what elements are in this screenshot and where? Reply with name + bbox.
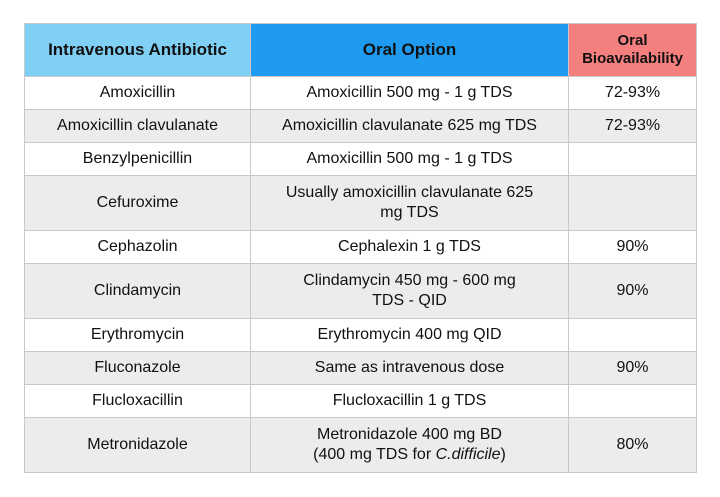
iv-antibiotic-cell: Amoxicillin (24, 76, 251, 110)
antibiotic-table-container: Intravenous Antibiotic Oral Option Oral … (24, 23, 697, 473)
oral-option-line2-suffix: ) (500, 446, 506, 463)
table-row: Amoxicillin Amoxicillin 500 mg - 1 g TDS… (24, 76, 697, 110)
iv-antibiotic-cell: Benzylpenicillin (24, 142, 251, 176)
oral-option-cell: Clindamycin 450 mg - 600 mg TDS - QID (250, 263, 569, 319)
oral-option-cell: Amoxicillin clavulanate 625 mg TDS (250, 109, 569, 143)
iv-antibiotic-cell: Cefuroxime (24, 175, 251, 231)
oral-option-line2-prefix: (400 mg TDS for (313, 446, 436, 463)
iv-antibiotic-cell: Erythromycin (24, 318, 251, 352)
oral-option-cell: Metronidazole 400 mg BD (400 mg TDS for … (250, 417, 569, 473)
oral-option-cell: Amoxicillin 500 mg - 1 g TDS (250, 76, 569, 110)
table-row: Flucloxacillin Flucloxacillin 1 g TDS (24, 384, 697, 418)
oral-option-line1: Metronidazole 400 mg BD (317, 426, 502, 443)
header-oral-option: Oral Option (250, 23, 569, 77)
table-row: Metronidazole Metronidazole 400 mg BD (4… (24, 417, 697, 473)
bioavailability-cell: 90% (568, 351, 697, 385)
bioavailability-cell: 90% (568, 230, 697, 264)
table-row: Clindamycin Clindamycin 450 mg - 600 mg … (24, 263, 697, 319)
iv-antibiotic-cell: Fluconazole (24, 351, 251, 385)
oral-option-line2: TDS - QID (372, 292, 447, 309)
table-row: Erythromycin Erythromycin 400 mg QID (24, 318, 697, 352)
oral-option-cell: Usually amoxicillin clavulanate 625 mg T… (250, 175, 569, 231)
header-intravenous-antibiotic: Intravenous Antibiotic (24, 23, 251, 77)
iv-antibiotic-cell: Clindamycin (24, 263, 251, 319)
iv-antibiotic-cell: Metronidazole (24, 417, 251, 473)
bioavailability-cell (568, 318, 697, 352)
table-row: Fluconazole Same as intravenous dose 90% (24, 351, 697, 385)
iv-antibiotic-cell: Cephazolin (24, 230, 251, 264)
table-body: Amoxicillin Amoxicillin 500 mg - 1 g TDS… (24, 76, 697, 473)
iv-antibiotic-cell: Flucloxacillin (24, 384, 251, 418)
oral-option-line1: Usually amoxicillin clavulanate 625 (285, 184, 534, 201)
bioavailability-cell: 80% (568, 417, 697, 473)
header-bio-line2: Bioavailability (582, 50, 683, 67)
table-row: Amoxicillin clavulanate Amoxicillin clav… (24, 109, 697, 143)
oral-option-cell: Erythromycin 400 mg QID (250, 318, 569, 352)
header-oral-bioavailability: Oral Bioavailability (568, 23, 697, 77)
header-bio-line1: Oral (617, 32, 648, 49)
oral-option-line2-italic: C.difficile (435, 446, 501, 463)
iv-antibiotic-cell: Amoxicillin clavulanate (24, 109, 251, 143)
bioavailability-cell (568, 175, 697, 231)
oral-option-cell: Amoxicillin 500 mg - 1 g TDS (250, 142, 569, 176)
oral-option-cell: Flucloxacillin 1 g TDS (250, 384, 569, 418)
bioavailability-cell (568, 142, 697, 176)
oral-option-cell: Same as intravenous dose (250, 351, 569, 385)
bioavailability-cell: 90% (568, 263, 697, 319)
oral-option-line2: mg TDS (380, 204, 439, 221)
bioavailability-cell (568, 384, 697, 418)
antibiotic-conversion-table: Intravenous Antibiotic Oral Option Oral … (24, 23, 697, 473)
table-row: Cephazolin Cephalexin 1 g TDS 90% (24, 230, 697, 264)
bioavailability-cell: 72-93% (568, 76, 697, 110)
oral-option-cell: Cephalexin 1 g TDS (250, 230, 569, 264)
oral-option-line1: Clindamycin 450 mg - 600 mg (303, 272, 516, 289)
table-row: Cefuroxime Usually amoxicillin clavulana… (24, 175, 697, 231)
header-row: Intravenous Antibiotic Oral Option Oral … (24, 23, 697, 77)
table-row: Benzylpenicillin Amoxicillin 500 mg - 1 … (24, 142, 697, 176)
table-header: Intravenous Antibiotic Oral Option Oral … (24, 23, 697, 77)
bioavailability-cell: 72-93% (568, 109, 697, 143)
